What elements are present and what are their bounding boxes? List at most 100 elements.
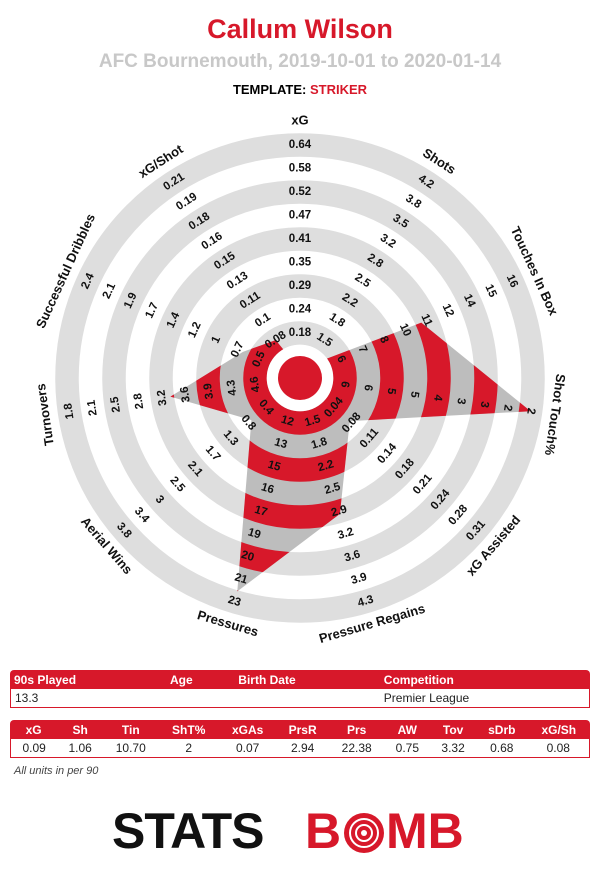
tick-label: 3.4 — [132, 505, 152, 525]
stat-value: 0.08 — [527, 739, 590, 758]
tick-label: 8 — [377, 334, 391, 345]
tick-label: 0.35 — [289, 257, 312, 269]
tick-label: 0.52 — [289, 186, 311, 198]
tick-label: 2.5 — [352, 271, 372, 290]
tick-label: 0.1 — [253, 311, 273, 330]
info-header: 90s Played — [10, 670, 166, 689]
tick-label: 1.7 — [203, 444, 223, 464]
info-value — [165, 689, 235, 708]
radar-band — [170, 322, 451, 529]
stat-header: PrsR — [276, 720, 329, 739]
info-value: 13.3 — [10, 689, 166, 708]
tick-label: 2 — [501, 404, 514, 412]
logo-red-b: MB — [386, 803, 464, 859]
info-header: Competition — [379, 670, 590, 689]
tick-label: 4.6 — [248, 376, 262, 394]
tick-label: 0.64 — [289, 139, 312, 151]
tick-label: 6 — [334, 354, 348, 365]
tick-label: 0.29 — [289, 280, 311, 292]
stats-table: xG Sh Tin ShT% xGAs PrsR Prs AW Tov sDrb xG/Sh 0.09… — [10, 720, 590, 758]
info-value: Premier League — [379, 689, 590, 708]
stat-value: 0.68 — [476, 739, 528, 758]
tick-label: 10 — [397, 322, 413, 339]
tick-label: 16 — [504, 273, 520, 290]
tick-label: 3.8 — [403, 192, 423, 211]
stat-value: 10.70 — [103, 739, 159, 758]
stat-header: xGAs — [218, 720, 277, 739]
tick-label: 3 — [478, 400, 491, 408]
tick-label: 6 — [361, 384, 374, 392]
tick-label: 2.2 — [317, 458, 336, 474]
radar-band — [196, 322, 404, 482]
subtitle: AFC Bournemouth, 2019-10-01 to 2020-01-1… — [98, 51, 502, 72]
stat-header: AW — [384, 720, 431, 739]
stat-header: Sh — [57, 720, 104, 739]
tick-label: 0.16 — [200, 230, 225, 252]
tick-label: 19 — [246, 526, 262, 541]
logo-red-a: B — [305, 803, 341, 859]
tick-label: 1.7 — [143, 301, 161, 321]
title: Callum Wilson — [207, 14, 393, 44]
stat-header: xG — [10, 720, 58, 739]
radar-chart: 0.180.240.290.350.410.470.520.580.64xG1.… — [33, 113, 569, 646]
tick-label: 4.3 — [356, 594, 375, 610]
tick-label: 2.1 — [101, 281, 119, 301]
tick-label: 3 — [454, 397, 467, 405]
tick-label: 1.8 — [327, 311, 347, 330]
tick-label: 0.24 — [289, 304, 312, 316]
tick-label: 0.47 — [289, 210, 311, 222]
tick-label: 0.13 — [225, 270, 250, 292]
tick-label: 14 — [461, 292, 477, 309]
tick-label: 0.18 — [289, 327, 312, 339]
tick-label: 4.3 — [225, 379, 239, 397]
template-label: TEMPLATE: — [232, 82, 307, 97]
tick-label: 21 — [233, 571, 249, 586]
axis-label: xG — [291, 113, 308, 128]
tick-label: 3.2 — [336, 526, 355, 542]
tick-label: 1.2 — [186, 320, 204, 340]
tick-label: 17 — [253, 504, 269, 519]
template: TEMPLATE: STRIKER — [0, 82, 600, 97]
tick-label: 2.5 — [167, 474, 187, 494]
info-table: 90s Played Age Birth Date Competition 13.3 Pr… — [10, 670, 590, 708]
tick-label: 4 — [431, 394, 444, 403]
footnote: All units in per 90 — [14, 765, 99, 777]
stat-value: 2 — [158, 739, 219, 758]
tick-label: 0.58 — [289, 163, 312, 175]
tick-label: 3.6 — [179, 386, 193, 404]
tick-label: 11 — [418, 312, 434, 329]
stat-header: ShT% — [158, 720, 219, 739]
tick-label: 23 — [227, 594, 243, 609]
template-value: STRIKER — [309, 82, 368, 97]
tick-label: 12 — [440, 302, 456, 319]
tick-label: 6 — [338, 380, 351, 388]
stat-value: 3.32 — [430, 739, 476, 758]
tick-label: 5 — [385, 387, 398, 396]
logo-dark: STATS — [112, 803, 263, 859]
info-value — [234, 689, 380, 708]
stat-header: Tov — [430, 720, 476, 739]
tick-label: 7 — [355, 344, 369, 355]
tick-label: 0.19 — [174, 191, 199, 213]
tick-label: 1 — [210, 334, 224, 345]
stat-header: xG/Sh — [527, 720, 590, 739]
tick-label: 2.1 — [86, 398, 100, 416]
stat-header: sDrb — [476, 720, 528, 739]
stat-header: Prs — [328, 720, 385, 739]
tick-label: 3.6 — [343, 548, 362, 564]
tick-label: 20 — [240, 549, 256, 564]
tick-label: 3.2 — [378, 232, 398, 251]
grid-ring — [55, 133, 545, 623]
tick-label: 13 — [273, 436, 289, 451]
tick-label: 15 — [482, 283, 498, 300]
tick-label: 1.8 — [310, 436, 329, 452]
stat-value: 1.06 — [57, 739, 104, 758]
stat-value: 22.38 — [328, 739, 385, 758]
tick-label: 1.5 — [303, 413, 322, 429]
tick-label: 3.9 — [202, 382, 216, 400]
stat-header: Tin — [103, 720, 159, 739]
axis-label: Turnovers — [33, 383, 57, 447]
tick-label: 1.8 — [62, 402, 76, 420]
logo: STATS B MB — [112, 803, 464, 859]
